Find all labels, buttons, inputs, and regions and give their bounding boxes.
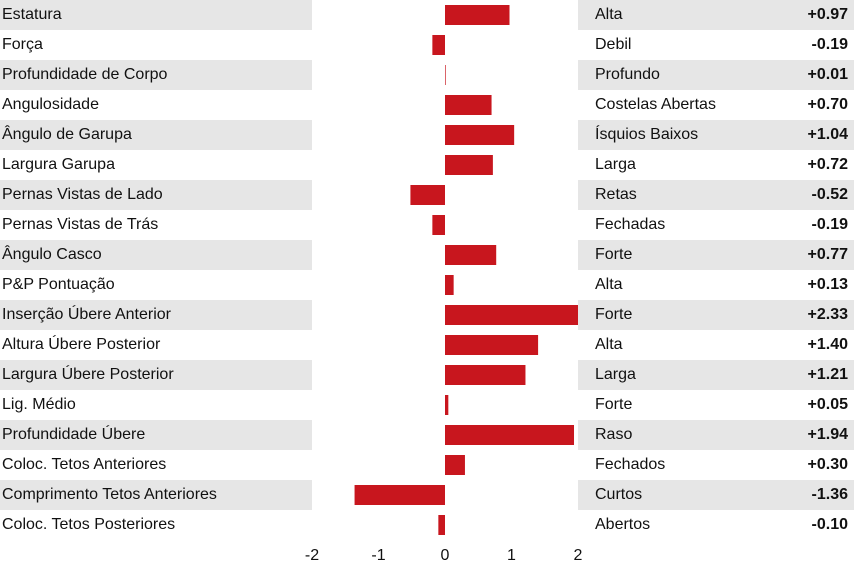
value-label: +0.01 [808, 66, 849, 83]
descriptor-label: Retas [595, 186, 637, 203]
bar [410, 185, 445, 205]
row-stripe [578, 300, 854, 330]
bar [445, 395, 449, 415]
row-stripe [578, 120, 854, 150]
row-stripe [578, 60, 854, 90]
row-stripe [578, 240, 854, 270]
bar [432, 35, 445, 55]
bar [445, 95, 492, 115]
bar [445, 125, 515, 145]
value-label: +1.94 [808, 426, 849, 443]
category-label: Ângulo Casco [2, 244, 102, 263]
value-label: -1.36 [812, 486, 849, 503]
descriptor-label: Alta [595, 336, 623, 353]
row-stripe [578, 180, 854, 210]
value-label: -0.19 [812, 36, 849, 53]
row-stripe [0, 240, 312, 270]
row-stripe [578, 0, 854, 30]
x-tick-label: 2 [574, 547, 583, 564]
category-label: P&P Pontuação [2, 276, 115, 293]
descriptor-label: Raso [595, 426, 632, 443]
bar [445, 5, 510, 25]
row-stripe [0, 420, 312, 450]
descriptor-label: Costelas Abertas [595, 96, 716, 113]
category-label: Estatura [2, 6, 62, 23]
descriptor-label: Forte [595, 246, 632, 263]
bar [445, 455, 465, 475]
bar [432, 215, 445, 235]
category-label: Pernas Vistas de Lado [2, 186, 163, 203]
row-stripe [578, 480, 854, 510]
row-stripe [0, 180, 312, 210]
descriptor-label: Larga [595, 366, 636, 383]
value-label: +1.21 [808, 366, 849, 383]
x-tick-label: -2 [305, 547, 319, 564]
descriptor-label: Fechadas [595, 216, 665, 233]
descriptor-label: Profundo [595, 66, 660, 83]
category-label: Força [2, 36, 43, 53]
category-label: Coloc. Tetos Posteriores [2, 516, 175, 533]
row-stripe [0, 300, 312, 330]
category-label: Profundidade Úbere [2, 424, 145, 443]
value-label: +0.05 [808, 396, 849, 413]
bar [354, 485, 445, 505]
x-tick-label: 1 [507, 547, 516, 564]
bar [445, 425, 575, 445]
bar [445, 65, 446, 85]
category-label: Coloc. Tetos Anteriores [2, 456, 166, 473]
row-stripe [0, 120, 312, 150]
category-label: Angulosidade [2, 96, 99, 113]
row-stripe [578, 420, 854, 450]
bar [445, 155, 493, 175]
value-label: +0.30 [808, 456, 849, 473]
x-tick-label: 0 [441, 547, 450, 564]
value-label: -0.10 [812, 516, 849, 533]
value-label: +0.97 [808, 6, 849, 23]
value-label: +0.72 [808, 156, 849, 173]
row-stripe [578, 360, 854, 390]
value-label: +0.13 [808, 276, 849, 293]
value-label: +0.70 [808, 96, 849, 113]
category-label: Altura Úbere Posterior [2, 334, 161, 353]
descriptor-label: Ísquios Baixos [595, 124, 698, 143]
descriptor-label: Larga [595, 156, 636, 173]
category-label: Lig. Médio [2, 396, 76, 413]
descriptor-label: Abertos [595, 516, 650, 533]
value-label: +1.40 [808, 336, 849, 353]
bar [445, 335, 539, 355]
descriptor-label: Forte [595, 396, 632, 413]
descriptor-label: Fechados [595, 456, 665, 473]
value-label: +1.04 [808, 126, 849, 143]
category-label: Largura Garupa [2, 156, 115, 173]
category-label: Largura Úbere Posterior [2, 364, 174, 383]
bar [445, 275, 454, 295]
x-tick-label: -1 [371, 547, 385, 564]
category-label: Profundidade de Corpo [2, 66, 168, 83]
row-stripe [0, 360, 312, 390]
descriptor-label: Debil [595, 36, 631, 53]
bar [445, 245, 497, 265]
value-label: -0.19 [812, 216, 849, 233]
descriptor-label: Forte [595, 306, 632, 323]
row-stripe [0, 60, 312, 90]
descriptor-label: Alta [595, 6, 623, 23]
value-label: -0.52 [812, 186, 849, 203]
value-label: +2.33 [808, 306, 849, 323]
bar [445, 365, 526, 385]
descriptor-label: Alta [595, 276, 623, 293]
bar [445, 305, 578, 325]
category-label: Comprimento Tetos Anteriores [2, 486, 217, 503]
descriptor-label: Curtos [595, 486, 642, 503]
row-stripe [0, 0, 312, 30]
row-stripe [0, 480, 312, 510]
category-label: Inserção Úbere Anterior [2, 304, 172, 323]
bar [438, 515, 445, 535]
value-label: +0.77 [808, 246, 849, 263]
category-label: Pernas Vistas de Trás [2, 216, 158, 233]
category-label: Ângulo de Garupa [2, 124, 132, 143]
